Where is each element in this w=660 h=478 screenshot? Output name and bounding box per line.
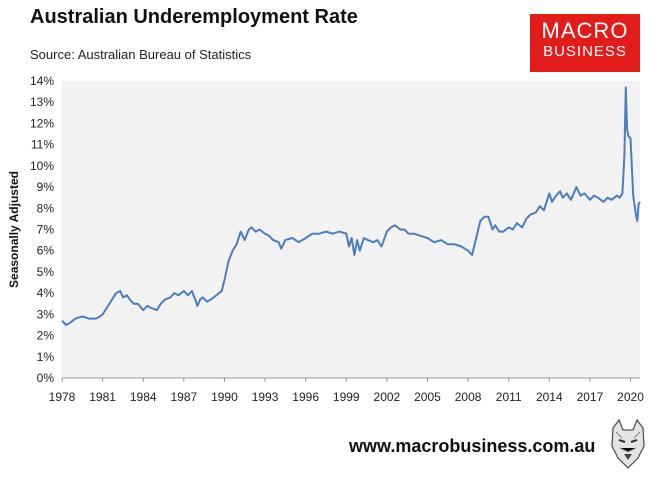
x-tick-label: 1993 bbox=[252, 390, 279, 404]
y-tick-label: 2% bbox=[37, 329, 55, 343]
x-tick-label: 1996 bbox=[292, 390, 319, 404]
x-tick-label: 2017 bbox=[577, 390, 604, 404]
x-tick-label: 2002 bbox=[374, 390, 401, 404]
y-tick-label: 10% bbox=[30, 159, 54, 173]
x-tick-label: 1990 bbox=[211, 390, 238, 404]
y-axis-ticks: 0% 1% 2% 3% 4% 5% 6% 7% 8% 9% 10% 11% 12% 13% 14% bbox=[30, 74, 54, 385]
x-tick-label: 2020 bbox=[617, 390, 644, 404]
y-tick-label: 9% bbox=[37, 180, 55, 194]
x-tick-label: 2008 bbox=[455, 390, 482, 404]
x-tick-label: 2014 bbox=[536, 390, 563, 404]
y-tick-label: 13% bbox=[30, 95, 54, 109]
y-tick-label: 14% bbox=[30, 74, 54, 88]
logo-text-top: MACRO bbox=[541, 18, 629, 43]
y-tick-label: 11% bbox=[31, 138, 54, 152]
y-tick-label: 4% bbox=[37, 286, 55, 300]
x-tick-label: 1984 bbox=[130, 390, 157, 404]
macrobusiness-logo: MACRO BUSINESS bbox=[530, 14, 640, 72]
y-tick-label: 0% bbox=[37, 371, 55, 385]
logo-text-bottom: BUSINESS bbox=[543, 43, 627, 60]
y-axis-label: Seasonally Adjusted bbox=[7, 171, 21, 288]
x-tick-label: 1981 bbox=[89, 390, 116, 404]
y-tick-label: 5% bbox=[37, 265, 55, 279]
y-tick-label: 3% bbox=[37, 307, 55, 321]
x-tick-label: 2011 bbox=[496, 390, 522, 404]
plot-area bbox=[62, 81, 640, 378]
y-tick-label: 12% bbox=[30, 116, 54, 130]
footer-url: www.macrobusiness.com.au bbox=[349, 436, 596, 456]
x-tick-label: 2005 bbox=[414, 390, 441, 404]
x-axis-ticks: 1978 1981 1984 1987 1990 1993 1996 1999 2002 2005… bbox=[49, 378, 644, 404]
chart-title: Australian Underemployment Rate bbox=[30, 6, 358, 28]
y-tick-label: 8% bbox=[37, 201, 55, 215]
y-tick-label: 7% bbox=[37, 223, 55, 237]
series-line-underemployment bbox=[61, 86, 641, 326]
x-tick-label: 1978 bbox=[49, 390, 76, 404]
x-tick-label: 1999 bbox=[333, 390, 360, 404]
y-tick-label: 6% bbox=[37, 244, 55, 258]
x-tick-label: 1987 bbox=[170, 390, 197, 404]
chart-source: Source: Australian Bureau of Statistics bbox=[30, 47, 252, 62]
y-tick-label: 1% bbox=[37, 350, 55, 364]
wolf-mascot-icon bbox=[611, 418, 645, 469]
